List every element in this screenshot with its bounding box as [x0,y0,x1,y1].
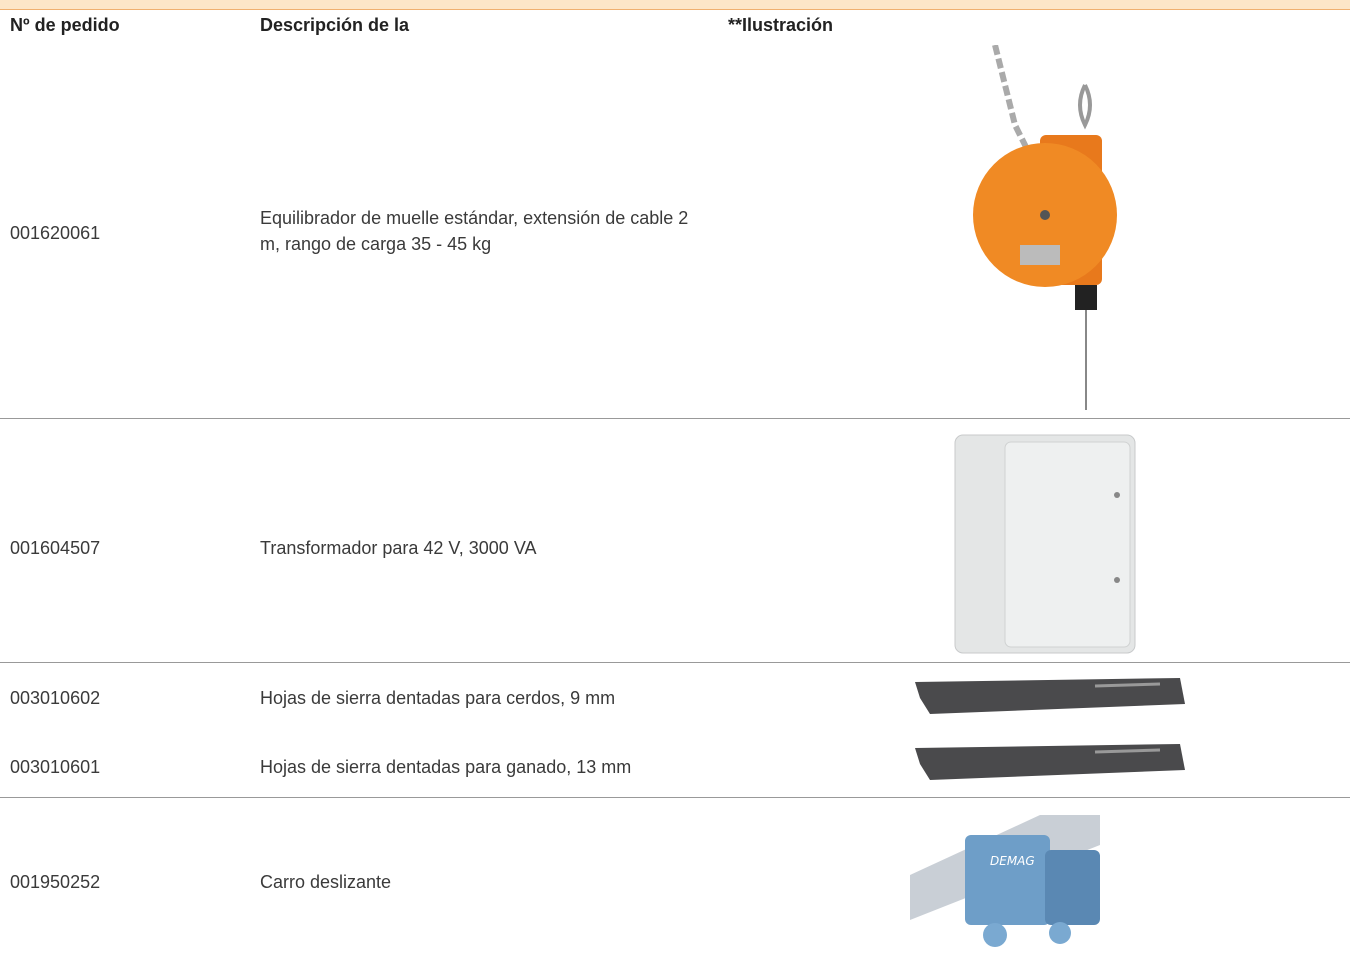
svg-text:DEMAG: DEMAG [990,854,1035,868]
header-cell: Descripción de la [260,15,410,35]
order-number: 001620061 [10,223,101,243]
row-separator [0,797,1350,798]
description: Equilibrador de muelle estándar, extensi… [260,208,689,254]
description: Carro deslizante [260,872,392,892]
cabinet-image [954,434,1136,654]
order-number: 003010602 [10,688,101,708]
order-number: 001604507 [10,538,101,558]
header-cell: Nº de pedido [10,15,120,35]
description: Hojas de sierra dentadas para ganado, 13… [260,757,632,777]
balancer-image [973,45,1117,410]
saw-blade-image [915,678,1185,714]
header-cell: **Ilustración [728,15,834,35]
order-number: 003010601 [10,757,101,777]
order-number: 001950252 [10,872,101,892]
header-band [0,0,1350,10]
description: Hojas de sierra dentadas para cerdos, 9 … [260,688,616,708]
description: Transformador para 42 V, 3000 VA [260,538,537,558]
row-separator [0,662,1350,663]
saw-blade-image [915,744,1185,780]
row-separator [0,418,1350,419]
trolley-image: DEMAG [910,815,1100,947]
